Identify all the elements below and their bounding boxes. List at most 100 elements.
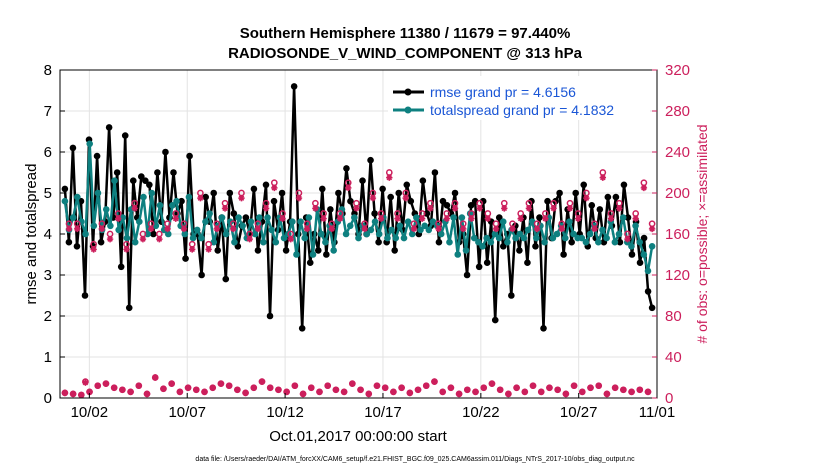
- assimilated-obs-marker: [423, 382, 430, 389]
- data-point: [347, 197, 354, 205]
- data-point: [628, 243, 635, 250]
- assimilated-obs-marker: [225, 382, 233, 389]
- assimilated-obs-marker: [349, 380, 356, 387]
- assimilated-obs-marker: [583, 194, 590, 202]
- data-point: [181, 230, 189, 238]
- data-point: [61, 197, 69, 205]
- data-point: [282, 247, 290, 254]
- assimilated-obs-marker: [65, 225, 73, 233]
- data-point: [495, 234, 503, 242]
- data-point: [595, 238, 602, 246]
- data-point: [93, 152, 101, 160]
- assimilated-obs-marker: [525, 205, 533, 212]
- assimilated-obs-marker: [628, 388, 635, 396]
- data-point: [524, 259, 531, 267]
- data-point: [586, 230, 594, 238]
- series-layer: [61, 83, 656, 399]
- assimilated-obs-marker: [435, 225, 442, 233]
- y-right-tick-label: 200: [665, 185, 690, 202]
- legend-rmse-marker: [404, 88, 412, 96]
- data-point: [578, 234, 586, 242]
- assimilated-obs-marker: [69, 390, 77, 398]
- assimilated-obs-marker: [201, 388, 208, 396]
- data-point: [512, 234, 519, 242]
- assimilated-obs-marker: [160, 385, 167, 392]
- assimilated-obs-marker: [275, 386, 282, 393]
- assimilated-obs-marker: [414, 386, 422, 393]
- assimilated-obs-marker: [562, 390, 570, 398]
- data-point: [561, 234, 569, 242]
- data-point: [544, 197, 551, 205]
- assimilated-obs-marker: [90, 246, 97, 253]
- assimilated-obs-marker: [558, 225, 565, 233]
- data-point: [463, 271, 471, 279]
- data-point: [131, 238, 139, 246]
- data-point: [150, 230, 157, 238]
- data-point: [580, 181, 588, 189]
- data-point: [327, 206, 334, 213]
- data-point: [142, 177, 149, 184]
- assimilated-obs-marker: [250, 384, 257, 391]
- assimilated-obs-marker: [61, 389, 69, 397]
- data-point: [247, 218, 255, 225]
- assimilated-obs-marker: [550, 205, 557, 212]
- assimilated-obs-marker: [455, 390, 463, 398]
- assimilated-obs-marker: [328, 225, 336, 233]
- assimilated-obs-marker: [509, 225, 516, 233]
- data-point: [210, 189, 218, 197]
- data-point: [268, 226, 275, 234]
- assimilated-obs-marker: [221, 205, 229, 212]
- data-point: [107, 222, 114, 230]
- assimilated-obs-marker: [492, 225, 500, 233]
- data-point: [640, 251, 648, 258]
- data-point: [189, 234, 197, 242]
- data-point: [536, 214, 543, 221]
- data-point: [73, 243, 81, 250]
- data-point: [549, 234, 557, 242]
- data-point: [355, 234, 362, 242]
- data-point: [475, 263, 483, 271]
- data-point: [298, 325, 306, 332]
- data-point: [387, 193, 394, 201]
- assimilated-obs-marker: [320, 215, 327, 222]
- assimilated-obs-marker: [324, 382, 331, 389]
- data-point: [250, 185, 258, 193]
- data-point: [105, 124, 113, 131]
- x-tick-label: 10/22: [462, 404, 500, 421]
- data-point: [314, 247, 322, 254]
- data-point: [599, 226, 606, 234]
- data-point: [604, 193, 612, 201]
- data-point: [306, 259, 314, 267]
- assimilated-obs-marker: [242, 389, 249, 397]
- assimilated-obs-marker: [332, 386, 340, 393]
- data-point: [146, 181, 153, 189]
- data-point: [439, 197, 447, 205]
- assimilated-obs-marker: [213, 225, 221, 233]
- assimilated-obs-marker: [410, 225, 418, 233]
- data-point: [421, 222, 428, 230]
- assimilated-obs-marker: [205, 246, 212, 253]
- data-point: [222, 275, 230, 283]
- assimilated-obs-marker: [119, 386, 126, 393]
- data-point: [262, 181, 270, 189]
- x-axis-label: Oct.01,2017 00:00:00 start: [269, 428, 447, 445]
- data-point: [644, 288, 652, 295]
- data-point: [533, 234, 540, 242]
- data-point: [289, 218, 296, 225]
- assimilated-obs-marker: [147, 225, 155, 233]
- data-point: [475, 238, 482, 246]
- data-point: [113, 169, 121, 176]
- data-point: [297, 218, 304, 225]
- data-point: [231, 238, 238, 246]
- assimilated-obs-marker: [427, 205, 434, 212]
- data-point: [182, 255, 189, 262]
- data-point: [214, 247, 222, 254]
- data-point: [408, 230, 416, 238]
- assimilated-obs-marker: [110, 384, 118, 391]
- data-point: [632, 222, 639, 230]
- assimilated-obs-marker: [398, 384, 405, 391]
- data-point: [435, 238, 443, 246]
- assimilated-obs-marker: [636, 386, 643, 393]
- assimilated-obs-marker: [168, 380, 175, 387]
- data-point: [111, 177, 118, 184]
